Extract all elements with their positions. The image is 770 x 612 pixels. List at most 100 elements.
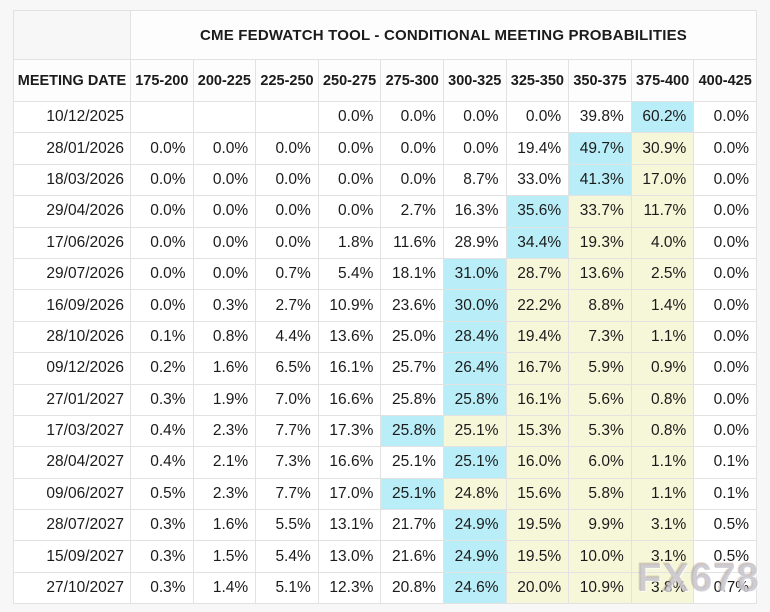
probability-cell: 9.9%	[568, 509, 632, 542]
probability-cell: 49.7%	[568, 132, 632, 165]
probability-cell: 0.0%	[255, 226, 319, 259]
probability-cell: 19.5%	[505, 509, 570, 542]
col-header-rate-range: 175-200	[130, 59, 194, 102]
probability-cell: 18.1%	[380, 257, 444, 291]
probability-cell: 0.4%	[130, 414, 194, 448]
probability-cell: 0.0%	[693, 320, 757, 354]
meeting-date-cell: 28/04/2027	[13, 446, 131, 479]
probability-cell: 13.6%	[568, 257, 632, 291]
probability-cell: 20.8%	[380, 571, 444, 605]
probability-cell: 5.8%	[568, 477, 632, 511]
probability-cell: 39.8%	[568, 100, 632, 134]
probability-cell: 0.0%	[192, 226, 257, 259]
probability-cell: 0.2%	[130, 352, 194, 385]
probability-cell: 26.4%	[442, 352, 507, 385]
probability-cell: 20.0%	[505, 571, 570, 605]
probability-cell: 0.0%	[192, 195, 257, 228]
probability-cell: 22.2%	[505, 289, 570, 322]
probability-cell: 10.9%	[568, 571, 632, 605]
probability-cell: 1.4%	[192, 571, 257, 605]
probability-cell: 0.7%	[255, 257, 319, 291]
probability-cell: 25.1%	[380, 477, 444, 511]
table-row: 16/09/2026 0.0% 0.3% 2.7% 10.9% 23.6% 30.0% 22.…	[13, 289, 757, 322]
probability-cell: 0.0%	[255, 132, 319, 165]
table-row: 17/03/2027 0.4% 2.3% 7.7% 17.3% 25.8% 25.1% 15.…	[13, 414, 757, 448]
probability-cell: 1.8%	[317, 226, 382, 259]
probability-cell: 0.4%	[130, 446, 194, 479]
meeting-date-cell: 16/09/2026	[13, 289, 131, 322]
meeting-date-cell: 27/01/2027	[13, 383, 131, 416]
probability-cell: 33.7%	[568, 195, 632, 228]
probability-cell: 0.0%	[130, 195, 194, 228]
probability-cell: 2.1%	[192, 446, 257, 479]
meeting-date-cell: 28/07/2027	[13, 509, 131, 542]
probability-cell: 4.0%	[630, 226, 695, 259]
table-row: 10/12/2025 0.0% 0.0% 0.0% 0.0% 39.8% 60.2% 0.0%	[13, 100, 757, 134]
probability-cell: 0.0%	[130, 226, 194, 259]
probability-cell: 1.9%	[192, 383, 257, 416]
probability-cell: 0.0%	[192, 132, 257, 165]
probability-cell: 8.8%	[568, 289, 632, 322]
probability-cell: 25.1%	[442, 414, 507, 448]
probability-cell: 25.0%	[380, 320, 444, 354]
probability-cell: 3.8%	[630, 571, 695, 605]
probability-cell: 16.1%	[505, 383, 570, 416]
probability-cell: 5.9%	[568, 352, 632, 385]
table-row: 09/06/2027 0.5% 2.3% 7.7% 17.0% 25.1% 24.8% 15.…	[13, 477, 757, 511]
probability-cell: 16.0%	[505, 446, 570, 479]
probability-cell: 0.3%	[130, 540, 194, 573]
probability-cell: 15.3%	[505, 414, 570, 448]
probability-cell: 1.6%	[192, 352, 257, 385]
table-row: 29/07/2026 0.0% 0.0% 0.7% 5.4% 18.1% 31.0% 28.7…	[13, 257, 757, 291]
probability-cell: 0.0%	[130, 132, 194, 165]
table-row: 17/06/2026 0.0% 0.0% 0.0% 1.8% 11.6% 28.9% 34.4…	[13, 226, 757, 259]
probability-cell: 16.6%	[317, 446, 382, 479]
probability-cell: 0.1%	[693, 477, 757, 511]
probability-cell: 0.1%	[130, 320, 194, 354]
probability-cell: 0.0%	[317, 132, 382, 165]
probability-cell: 17.0%	[317, 477, 382, 511]
table-row: 27/10/2027 0.3% 1.4% 5.1% 12.3% 20.8% 24.6% 20.…	[13, 571, 757, 605]
table-row: 27/01/2027 0.3% 1.9% 7.0% 16.6% 25.8% 25.8% 16.…	[13, 383, 757, 416]
probability-cell: 1.6%	[192, 509, 257, 542]
col-header-rate-range: 375-400	[630, 59, 695, 102]
meeting-date-cell: 17/03/2027	[13, 414, 131, 448]
probability-cell: 6.5%	[255, 352, 319, 385]
probability-cell: 30.9%	[630, 132, 695, 165]
probability-cell: 21.6%	[380, 540, 444, 573]
probability-cell: 2.5%	[630, 257, 695, 291]
probability-cell: 7.0%	[255, 383, 319, 416]
probability-cell: 24.8%	[442, 477, 507, 511]
probability-cell: 0.0%	[693, 352, 757, 385]
probability-cell: 2.3%	[192, 414, 257, 448]
probability-cell: 13.0%	[317, 540, 382, 573]
probability-cell: 16.7%	[505, 352, 570, 385]
meeting-date-cell: 10/12/2025	[13, 100, 131, 134]
probability-cell: 24.6%	[442, 571, 507, 605]
probability-cell: 0.0%	[130, 289, 194, 322]
probability-cell: 1.4%	[630, 289, 695, 322]
probability-cell: 7.3%	[255, 446, 319, 479]
table-row: 18/03/2026 0.0% 0.0% 0.0% 0.0% 0.0% 8.7% 33.0% 4…	[13, 163, 757, 197]
probability-cell: 0.0%	[317, 163, 382, 197]
probability-cell: 0.0%	[130, 163, 194, 197]
col-header-rate-range: 400-425	[693, 59, 757, 102]
probability-cell: 17.3%	[317, 414, 382, 448]
probability-cell: 1.1%	[630, 320, 695, 354]
probability-cell	[130, 100, 194, 134]
probability-cell: 0.5%	[693, 509, 757, 542]
probability-cell: 25.8%	[380, 414, 444, 448]
probability-cell: 15.6%	[505, 477, 570, 511]
col-header-rate-range: 225-250	[255, 59, 319, 102]
probability-cell: 33.0%	[505, 163, 570, 197]
probability-cell: 0.0%	[255, 195, 319, 228]
probability-cell: 16.1%	[317, 352, 382, 385]
probability-cell: 5.6%	[568, 383, 632, 416]
probability-cell: 6.0%	[568, 446, 632, 479]
probability-cell: 5.3%	[568, 414, 632, 448]
probability-cell: 19.4%	[505, 320, 570, 354]
probability-cell: 0.0%	[693, 414, 757, 448]
probability-cell: 0.0%	[693, 226, 757, 259]
probability-cell: 28.9%	[442, 226, 507, 259]
probability-cell: 0.0%	[380, 163, 444, 197]
